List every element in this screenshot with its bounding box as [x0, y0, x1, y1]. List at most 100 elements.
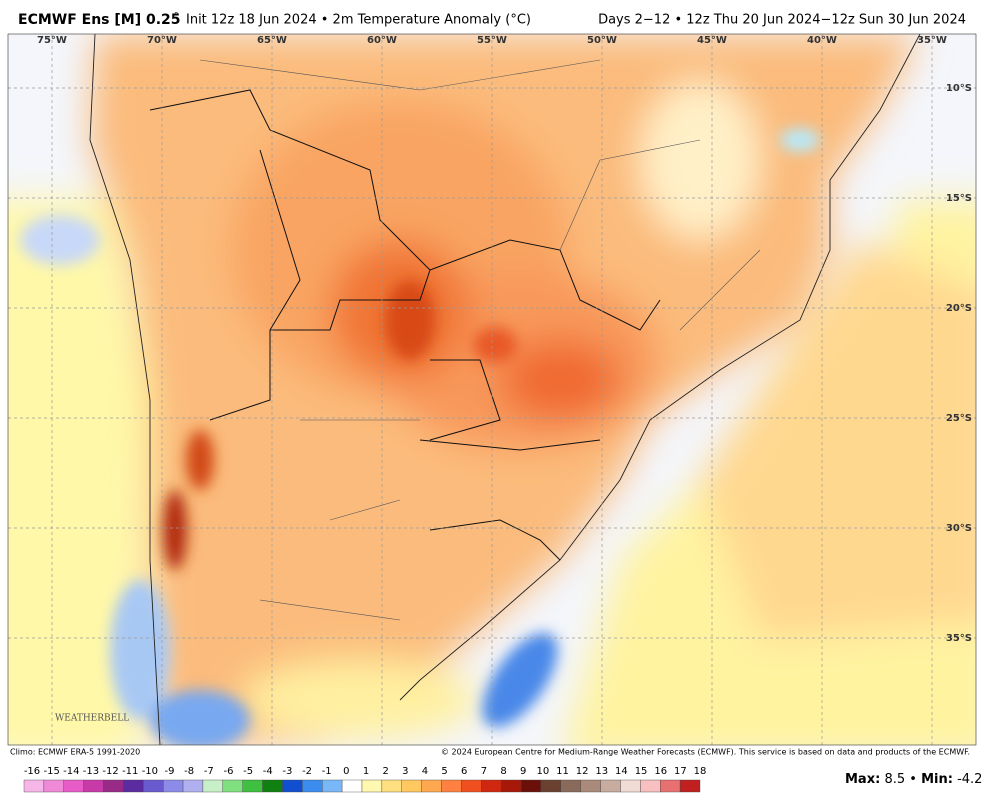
climo: Climo: ECMWF ERA-5 1991-2020 [10, 748, 140, 757]
colorbar-swatch [162, 779, 184, 793]
lat-label: 35°S [946, 633, 972, 644]
colorbar-swatch [540, 779, 562, 793]
colorbar-swatch [660, 779, 681, 793]
min-label: Min: [921, 772, 953, 787]
colorbar-swatch [381, 779, 402, 793]
colorbar-label: 1 [363, 766, 369, 777]
colorbar-swatch [103, 779, 124, 793]
lon-label: 50°W [587, 35, 617, 46]
colorbar-label: -6 [223, 766, 233, 777]
colorbar-label: 0 [343, 766, 349, 777]
colorbar-swatch [500, 779, 522, 793]
lat-label: 25°S [946, 413, 972, 424]
colorbar-label: -11 [122, 766, 138, 777]
min-value: -4.2 [957, 772, 982, 787]
colorbar-swatch [421, 779, 442, 793]
colorbar-label: -8 [184, 766, 194, 777]
lon-label: 35°W [917, 35, 947, 46]
colorbar-swatch [202, 779, 224, 793]
colorbar-label: 13 [595, 766, 608, 777]
colorbar-swatch [83, 779, 104, 793]
colorbar-swatch [560, 779, 581, 793]
colorbar-label: 12 [576, 766, 589, 777]
date-range: Days 2−12 • 12z Thu 20 Jun 2024−12z Sun … [598, 13, 966, 28]
colorbar-swatch [322, 779, 343, 793]
colorbar-label: 4 [422, 766, 428, 777]
logo: WEATHERBELL [55, 714, 129, 724]
colorbar-label: -5 [243, 766, 253, 777]
colorbar-swatch [640, 779, 661, 793]
colorbar-label: -14 [63, 766, 79, 777]
colorbar-label: 2 [382, 766, 388, 777]
colorbar-swatch [580, 779, 601, 793]
lon-label: 60°W [367, 35, 397, 46]
lat-label: 15°S [946, 193, 972, 204]
colorbar-label: 8 [500, 766, 506, 777]
colorbar-label: 16 [654, 766, 667, 777]
max-min: Max: 8.5 • Min: -4.2 [845, 772, 982, 787]
colorbar-swatch [23, 779, 45, 793]
colorbar-label: -12 [102, 766, 118, 777]
colorbar-label: -2 [302, 766, 312, 777]
colorbar-label: -13 [83, 766, 99, 777]
degree: ° [174, 12, 179, 22]
colorbar-label: -1 [322, 766, 332, 777]
colorbar-swatch [222, 779, 243, 793]
colorbar-label: 7 [481, 766, 487, 777]
lon-label: 65°W [257, 35, 287, 46]
colorbar-swatch [481, 779, 502, 793]
colorbar-swatch [361, 779, 383, 793]
colorbar-label: 15 [635, 766, 648, 777]
state-borders [199, 59, 761, 621]
colorbar-label: 10 [536, 766, 549, 777]
colorbar-swatch [461, 779, 482, 793]
anomaly-detail [20, 128, 820, 745]
lon-label: 55°W [477, 35, 507, 46]
colorbar-swatch [600, 779, 621, 793]
colorbar-label: -3 [282, 766, 292, 777]
colorbar-swatch [123, 779, 144, 793]
colorbar-swatch [302, 779, 323, 793]
colorbar-label: 11 [556, 766, 569, 777]
colorbar-label: 6 [461, 766, 467, 777]
separator: • [909, 772, 917, 787]
lon-label: 70°W [147, 35, 177, 46]
lat-label: 20°S [946, 303, 972, 314]
colorbar-swatch [441, 779, 462, 793]
colorbar-label: -9 [165, 766, 175, 777]
lon-label: 40°W [807, 35, 837, 46]
copyright: © 2024 European Centre for Medium-Range … [441, 748, 970, 757]
colorbar-swatch [143, 779, 164, 793]
lon-label: 75°W [37, 35, 67, 46]
borders [149, 89, 661, 561]
colorbar-label: -10 [142, 766, 158, 777]
colorbar-swatch [341, 779, 363, 793]
colorbar-swatch [242, 779, 263, 793]
colorbar-label: 3 [402, 766, 408, 777]
colorbar-swatch [679, 779, 701, 793]
colorbar-label: 18 [694, 766, 707, 777]
colorbar-label: 5 [441, 766, 447, 777]
colorbar-swatch [43, 779, 64, 793]
colorbar-label: -4 [263, 766, 273, 777]
graticule [8, 34, 976, 745]
anomaly-field [8, 34, 976, 745]
colorbar-swatch [520, 779, 542, 793]
max-label: Max: [845, 772, 880, 787]
colorbar-label: -15 [43, 766, 59, 777]
lon-label: 45°W [697, 35, 727, 46]
colorbar-label: -16 [24, 766, 40, 777]
map-frame [7, 33, 977, 746]
title: ECMWF Ens [M] 0.25 [18, 12, 181, 28]
max-value: 8.5 [884, 772, 905, 787]
colorbar: -16 -15 -14 -13 -12 -11 -10 -9 -8 -7 -6 -5 -4 -3 -2 -1 0… [23, 766, 707, 793]
colorbar-label: 14 [615, 766, 628, 777]
lat-label: 10°S [946, 83, 972, 94]
colorbar-swatch [620, 779, 641, 793]
colorbar-swatch [401, 779, 422, 793]
colorbar-label: 17 [674, 766, 687, 777]
colorbar-label: -7 [204, 766, 214, 777]
colorbar-swatch [182, 779, 204, 793]
colorbar-swatch [262, 779, 283, 793]
